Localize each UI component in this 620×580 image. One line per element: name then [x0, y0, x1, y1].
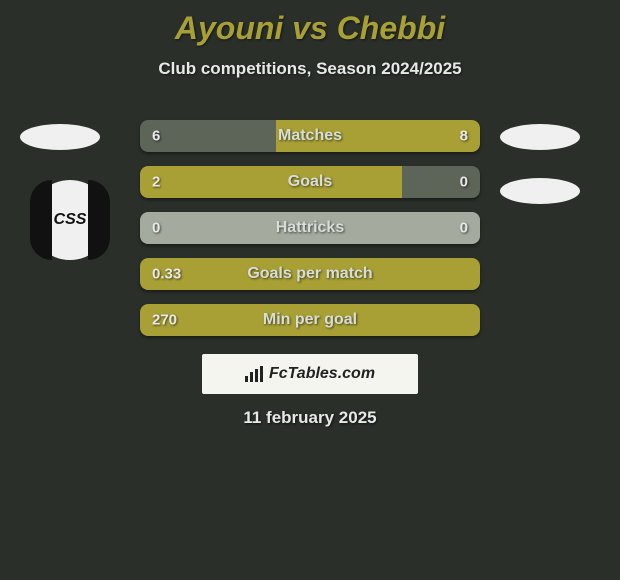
footer-text: FcTables.com	[269, 365, 375, 383]
stat-row: Matches6 8	[140, 120, 480, 152]
bar-value-left: 2	[152, 174, 160, 191]
bar-label: Goals	[140, 173, 480, 191]
player1-club-badge: CSS	[30, 180, 110, 260]
club-badge-text: CSS	[54, 211, 87, 229]
bar-value-left: 0	[152, 220, 160, 237]
chart-icon	[245, 366, 263, 382]
bar-value-left: 6	[152, 128, 160, 145]
bar-label: Goals per match	[140, 265, 480, 283]
player2-avatar	[500, 124, 580, 150]
stat-row: Goals2 0	[140, 166, 480, 198]
bar-value-right: 0	[460, 220, 468, 237]
bar-value-right: 8	[460, 128, 468, 145]
bar-label: Matches	[140, 127, 480, 145]
bar-label: Hattricks	[140, 219, 480, 237]
bar-label: Min per goal	[140, 311, 480, 329]
player1-avatar	[20, 124, 100, 150]
comparison-bars: Matches68Goals20Hattricks00Goals per mat…	[140, 120, 480, 350]
bar-value-right: 0	[460, 174, 468, 191]
bar-value-left: 270	[152, 312, 177, 329]
page-title: Ayouni vs Chebbi	[0, 0, 620, 47]
bar-value-left: 0.33	[152, 266, 181, 283]
stat-row: Min per goal270	[140, 304, 480, 336]
date-text: 11 february 2025	[0, 408, 620, 428]
stat-row: Goals per match0.33	[140, 258, 480, 290]
subtitle: Club competitions, Season 2024/2025	[0, 59, 620, 79]
player2-club-avatar	[500, 178, 580, 204]
stat-row: Hattricks0 0	[140, 212, 480, 244]
footer-logo: FcTables.com	[202, 354, 418, 394]
